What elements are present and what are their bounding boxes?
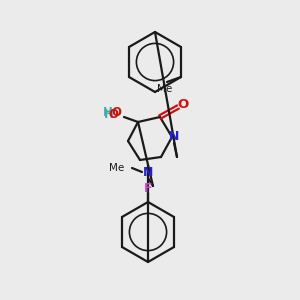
Text: O: O [108,107,118,121]
Text: N: N [143,166,153,178]
Text: O: O [111,106,121,118]
Text: Me: Me [158,84,172,94]
Text: O: O [177,98,189,110]
Text: Me: Me [109,163,124,173]
Text: N: N [169,130,179,143]
Text: H: H [103,106,113,118]
Text: F: F [144,182,152,196]
Text: H: H [104,107,114,121]
